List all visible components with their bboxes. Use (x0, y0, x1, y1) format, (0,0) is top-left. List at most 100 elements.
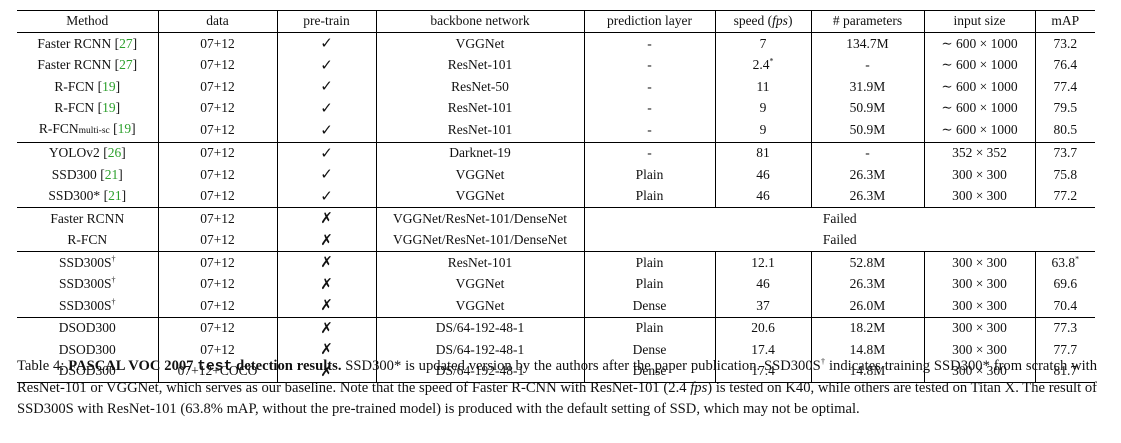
prediction-layer-cell: Plain (584, 251, 716, 274)
method-cell: Faster RCNN [27] (17, 32, 159, 55)
input-size-cell: 300 × 300 (924, 360, 1036, 383)
method-name: SSD300S (58, 297, 112, 313)
backbone-cell: VGGNet (376, 164, 585, 186)
method-name: DSOD300 (58, 320, 116, 335)
parameters-cell: 31.9M (811, 76, 925, 98)
cross-icon: ✗ (320, 361, 333, 380)
backbone-cell: DS/64-192-48-1 (376, 316, 585, 339)
speed-value: 2.4 (752, 57, 770, 72)
map-cell: 77.2 (1035, 186, 1095, 208)
pretrain-cell: ✓ (277, 185, 377, 208)
citation-link: 19 (102, 100, 116, 115)
speed-value: 12.1 (751, 254, 775, 270)
method-name: R-FCN (54, 78, 95, 94)
input-size-cell: ∼ 600 × 1000 (924, 97, 1036, 119)
method-cell: R-FCN [19] (17, 97, 159, 119)
header-prediction-layer: prediction layer (584, 10, 716, 33)
map-superscript: * (1075, 254, 1080, 263)
backbone-cell: ResNet-101 (376, 97, 585, 119)
map-value: 77.7 (1053, 341, 1078, 357)
header-backbone: backbone network (376, 10, 585, 33)
input-size-cell: 300 × 300 (924, 295, 1036, 317)
prediction-layer-cell: Dense (584, 339, 716, 361)
prediction-layer-cell: Plain (584, 185, 716, 208)
map-cell: 70.4 (1035, 295, 1095, 317)
backbone-cell: ResNet-50 (376, 76, 585, 98)
input-size-cell: 300 × 300 (924, 273, 1036, 295)
pretrain-cell: ✗ (277, 316, 377, 339)
map-value: 80.5 (1053, 122, 1078, 137)
table-row: SSD300 [21] 07+12 ✓ VGGNet Plain 46 26.3M 300 ×… (17, 164, 1095, 186)
input-size-cell: ∼ 600 × 1000 (924, 32, 1036, 55)
cross-icon: ✗ (320, 253, 333, 271)
backbone-cell: VGGNet (376, 185, 585, 208)
backbone-cell: VGGNet (376, 295, 585, 317)
input-size-cell: 300 × 300 (924, 251, 1036, 274)
data-cell: 07+12 (158, 97, 278, 119)
table-row: Faster RCNN [27] 07+12 ✓ ResNet-101-2.4* - ∼ … (17, 54, 1095, 77)
map-cell: 73.2 (1035, 32, 1095, 55)
cross-icon: ✗ (320, 274, 333, 293)
table-row: SSD300S† 07+12 ✗ VGGNet Dense 37 26.0M 300 × 30… (17, 295, 1095, 317)
check-icon: ✓ (320, 55, 333, 74)
map-value: 63.8 (1051, 254, 1076, 270)
map-value: 76.4 (1053, 57, 1078, 72)
table-caption: Table 4: PASCAL VOC 2007 test detection … (17, 357, 1098, 417)
parameters-cell: 14.8M (811, 339, 925, 361)
map-cell: 79.5 (1035, 98, 1095, 120)
speed-cell: 17.4 (715, 360, 812, 383)
pretrain-cell: ✗ (277, 273, 377, 295)
citation-link: 19 (102, 78, 116, 94)
method-cell: SSD300S† (17, 273, 159, 295)
parameters-cell: 50.9M (811, 97, 925, 119)
prediction-layer-cell: Plain (584, 316, 716, 339)
citation-link: 27 (119, 35, 133, 51)
method-cell: YOLOv2 [26] (17, 141, 159, 164)
map-cell: 76.4 (1035, 55, 1095, 77)
method-cell: R-FCNmulti-sc [19] (17, 119, 159, 142)
data-cell: 07+12 (158, 32, 278, 55)
speed-value: 9 (759, 100, 767, 115)
backbone-cell: VGGNet (376, 273, 585, 295)
speed-cell: 12.1 (715, 251, 812, 274)
parameters-cell: 50.9M (811, 119, 925, 142)
method-name: Faster RCNN (50, 210, 125, 226)
pretrain-cell: ✗ (277, 339, 377, 361)
cross-icon: ✗ (320, 340, 333, 358)
method-name: Faster RCNN (37, 35, 112, 51)
backbone-cell: VGGNet/ResNet-101/DenseNet (376, 229, 585, 252)
check-icon: ✓ (320, 165, 333, 183)
data-cell: 07+12 (158, 273, 278, 295)
speed-cell: 17.4 (715, 339, 812, 361)
table-row: SSD300* [21] 07+12 ✓ VGGNet Plain 46 26.3M 300 … (17, 185, 1095, 208)
map-value: 75.8 (1053, 166, 1078, 182)
table-body: Faster RCNN [27] 07+12 ✓ VGGNet -7 134.7M ∼ 60… (17, 32, 1095, 383)
method-name: SSD300 (51, 166, 97, 182)
caption-label: Table 4: (17, 358, 69, 374)
method-cell: Faster RCNN [27] (17, 54, 159, 76)
map-cell: 75.8 (1035, 164, 1095, 186)
check-icon: ✓ (320, 186, 333, 205)
data-cell: 07+12 (158, 295, 278, 317)
speed-cell: 20.6 (715, 316, 812, 339)
speed-cell: 7 (715, 32, 812, 55)
parameters-cell: 26.0M (811, 295, 925, 317)
method-name: R-FCN (67, 232, 108, 247)
map-cell: 77.3 (1035, 316, 1095, 339)
input-size-cell: 300 × 300 (924, 164, 1036, 186)
input-size-cell: 352 × 352 (924, 141, 1036, 164)
backbone-cell: DS/64-192-48-1 (376, 339, 585, 361)
parameters-cell: - (811, 54, 925, 76)
pretrain-cell: ✗ (277, 251, 377, 274)
method-cell: Faster RCNN (17, 207, 159, 230)
method-cell: SSD300S† (17, 251, 159, 274)
speed-cell: 46 (715, 273, 812, 295)
map-value: 69.6 (1053, 276, 1078, 291)
method-cell: SSD300S† (17, 295, 159, 317)
backbone-cell: VGGNet (376, 32, 585, 55)
table-row: Faster RCNN 07+12 ✗ VGGNet/ResNet-101/Dense… (17, 207, 1095, 230)
speed-value: 20.6 (751, 320, 775, 335)
header-input-size: input size (924, 10, 1036, 33)
method-cell: DSOD300 (17, 339, 159, 361)
table-row: YOLOv2 [26] 07+12 ✓ Darknet-19-81-352 × 352… (17, 141, 1095, 164)
